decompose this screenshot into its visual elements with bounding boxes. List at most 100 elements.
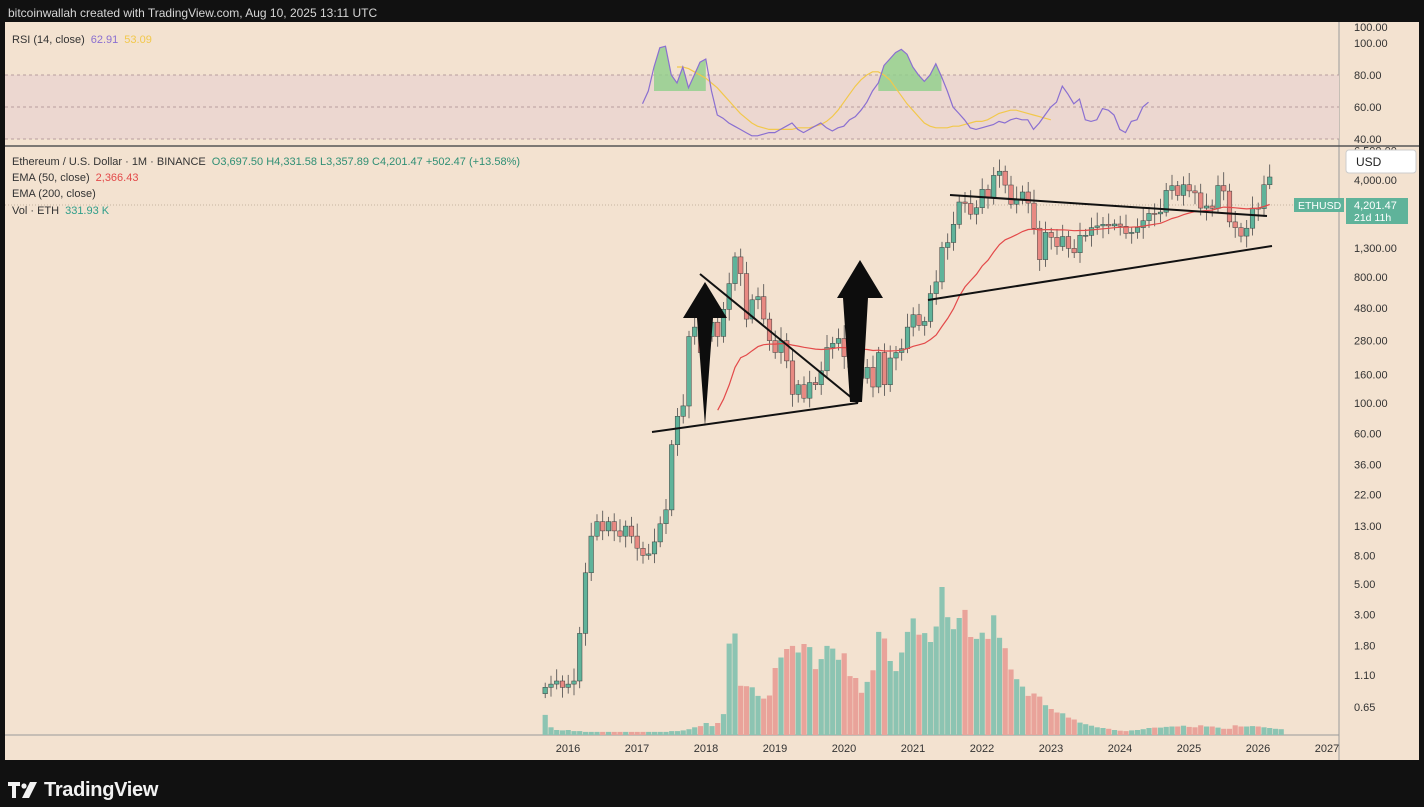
- price-tick-label: 0.65: [1354, 702, 1375, 714]
- candle-body: [1065, 236, 1072, 249]
- rsi-tick-label: 60.00: [1354, 102, 1382, 114]
- candle: [1117, 215, 1123, 236]
- candle-body: [893, 352, 899, 359]
- candle-body: [1198, 192, 1204, 209]
- volume-bar: [985, 638, 991, 735]
- candle-body: [1025, 191, 1031, 204]
- candle: [784, 333, 790, 369]
- candle: [835, 328, 842, 351]
- price-tick-label: 3.00: [1354, 610, 1375, 622]
- volume-bar: [1117, 730, 1123, 735]
- currency-selector[interactable]: USD: [1345, 149, 1417, 174]
- volume-bar: [1100, 728, 1106, 735]
- time-tick-label: 2025: [1177, 743, 1201, 755]
- chart-caption: bitcoinwallah created with TradingView.c…: [8, 6, 378, 20]
- volume-bar: [1111, 730, 1118, 735]
- candle: [686, 330, 692, 419]
- volume-bar: [1192, 727, 1198, 735]
- volume-bar: [801, 644, 807, 735]
- volume-bar: [1083, 724, 1089, 735]
- candle: [611, 513, 617, 542]
- volume-bar: [950, 629, 957, 735]
- candle-body: [611, 521, 617, 532]
- candle: [807, 370, 813, 408]
- volume-bar: [1042, 705, 1049, 735]
- candle: [594, 514, 600, 541]
- candle-body: [1180, 184, 1187, 196]
- volume-bar: [1088, 725, 1095, 735]
- volume-bar: [968, 637, 974, 735]
- candle: [743, 261, 750, 328]
- candle-body: [973, 207, 980, 215]
- volume-bar: [830, 648, 836, 735]
- candle: [870, 355, 876, 398]
- candle: [1037, 220, 1043, 271]
- candle: [1060, 224, 1066, 251]
- volume-bar: [669, 731, 675, 735]
- candle: [1100, 217, 1106, 239]
- candle-body: [600, 521, 606, 532]
- candle: [588, 522, 594, 581]
- drawings: [651, 194, 1273, 433]
- candle-body: [749, 299, 755, 320]
- candle: [680, 394, 686, 424]
- candle: [1048, 227, 1054, 250]
- volume-bar: [1278, 729, 1284, 735]
- volume-bar: [1261, 727, 1267, 735]
- volume-bar: [761, 698, 767, 735]
- candle: [1152, 203, 1158, 227]
- volume-bar: [933, 626, 939, 735]
- candle-body: [1008, 184, 1014, 205]
- rsi-tick-label: 100.00: [1354, 38, 1388, 50]
- time-tick-label: 2020: [832, 743, 856, 755]
- candle-body: [1203, 205, 1210, 209]
- candle: [1129, 226, 1135, 244]
- volume-bar: [916, 634, 922, 735]
- volume-bar: [1094, 727, 1100, 735]
- volume-bar: [893, 671, 899, 735]
- candle: [571, 668, 577, 696]
- candle: [1008, 175, 1014, 209]
- candle: [1077, 222, 1083, 263]
- candle-body: [881, 352, 888, 385]
- volume-bar: [738, 685, 744, 735]
- tradingview-logo[interactable]: TradingView: [8, 778, 158, 802]
- candle-body: [559, 680, 566, 688]
- volume-bar: [1232, 725, 1238, 735]
- time-tick-label: 2018: [694, 743, 718, 755]
- candle-body: [772, 340, 778, 353]
- price-tick-label: 36.00: [1354, 460, 1382, 472]
- price-tick-label: 22.00: [1354, 489, 1382, 501]
- currency-box[interactable]: [1345, 149, 1417, 174]
- volume-bar: [1129, 730, 1135, 735]
- candle-body: [692, 326, 698, 337]
- candle: [1244, 220, 1250, 248]
- candle-body: [686, 336, 692, 407]
- time-tick-label: 2019: [763, 743, 787, 755]
- price-tick-label: 1,300.00: [1354, 243, 1397, 255]
- triangle-resistance-line: [949, 194, 1268, 217]
- candle-body: [605, 521, 612, 532]
- candle-body: [617, 530, 623, 537]
- candle-body: [1192, 190, 1198, 194]
- volume-bar: [876, 631, 882, 735]
- volume-bar: [996, 637, 1003, 735]
- candle: [1198, 183, 1204, 216]
- candle-body: [738, 256, 744, 274]
- candle: [916, 303, 922, 331]
- candle: [1002, 165, 1008, 194]
- candle-body: [1083, 235, 1089, 237]
- candle: [542, 682, 548, 699]
- chart-background: [5, 22, 1339, 760]
- candle-body: [732, 256, 738, 284]
- candle-body: [1134, 227, 1141, 233]
- candle: [1054, 229, 1060, 255]
- volume-bar: [1054, 712, 1060, 735]
- last-price-label: 4,201.47: [1354, 200, 1397, 212]
- volume-bar: [910, 618, 916, 735]
- volume-bar: [766, 695, 773, 735]
- candle-body: [548, 683, 554, 688]
- candle-body: [761, 296, 767, 320]
- candle: [628, 516, 635, 544]
